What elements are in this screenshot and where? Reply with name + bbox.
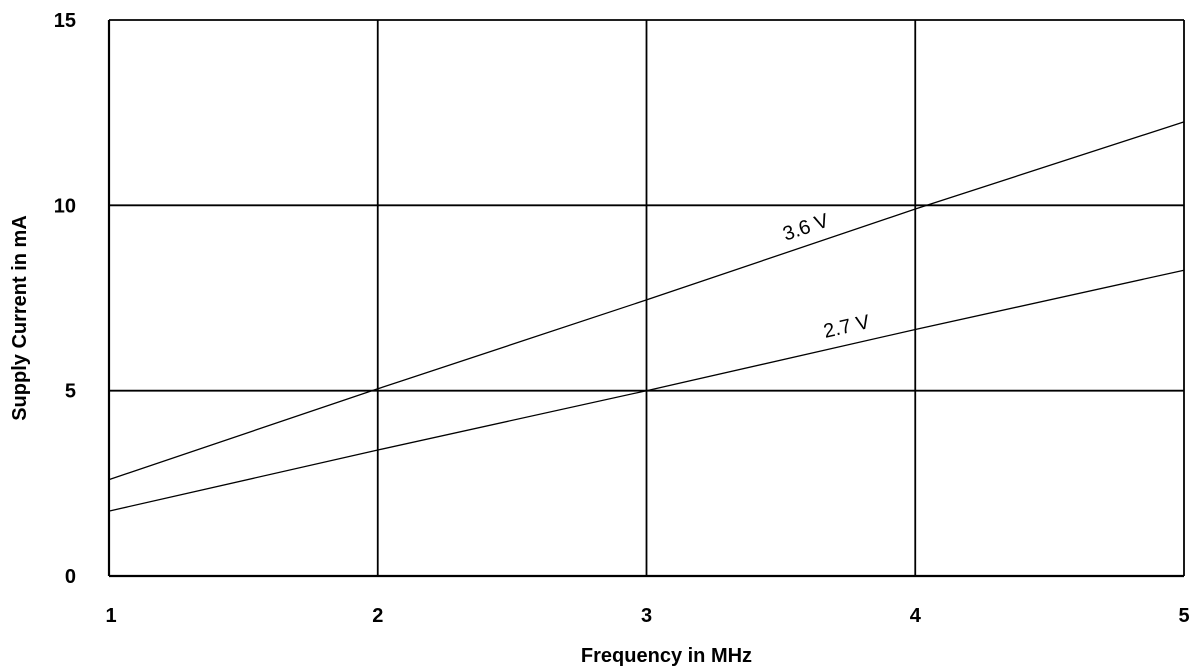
x-tick-label: 2 — [372, 605, 383, 627]
y-tick-label: 15 — [54, 10, 76, 32]
x-axis-title: Frequency in MHz — [581, 645, 752, 667]
y-axis-title: Supply Current in mA — [9, 215, 31, 421]
x-tick-label: 1 — [105, 605, 116, 627]
series-labels: 3.6 V2.7 V — [780, 210, 872, 343]
y-tick-label: 0 — [65, 566, 76, 588]
tick-labels: 1 2 3 4 5 0 5 10 15 — [54, 10, 1190, 627]
y-tick-label: 10 — [54, 195, 76, 217]
series-line-1 — [108, 269, 1185, 512]
axes — [107, 20, 1184, 578]
y-tick-label: 5 — [65, 381, 76, 403]
x-tick-label: 4 — [910, 605, 922, 627]
grid — [109, 19, 1185, 576]
x-tick-label: 5 — [1178, 605, 1189, 627]
series-lines — [108, 121, 1185, 512]
series-label-1: 2.7 V — [822, 311, 873, 343]
x-tick-label: 3 — [641, 605, 652, 627]
series-line-0 — [108, 121, 1185, 481]
